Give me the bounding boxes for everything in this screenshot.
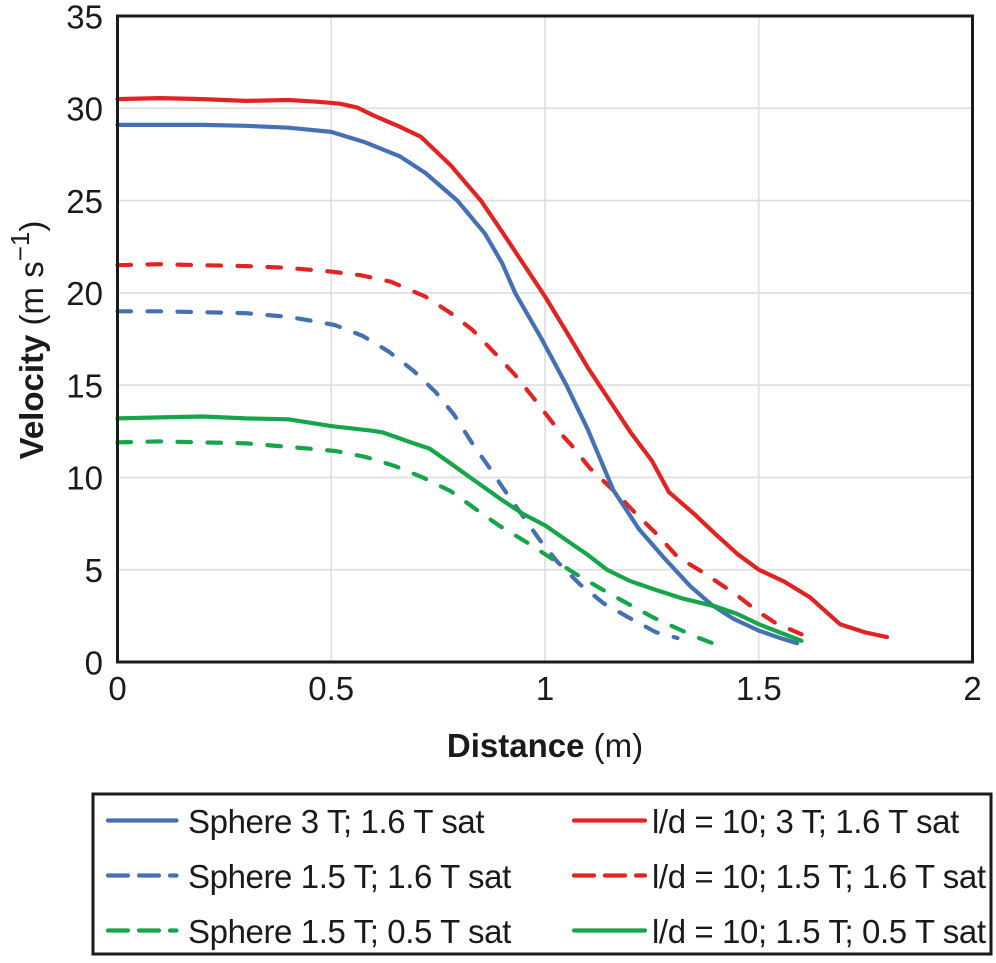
svg-text:Sphere 3 T; 1.6 T sat: Sphere 3 T; 1.6 T sat — [188, 803, 484, 840]
svg-text:l/d = 10; 1.5 T; 1.6 T sat: l/d = 10; 1.5 T; 1.6 T sat — [652, 858, 986, 895]
svg-text:20: 20 — [66, 275, 103, 312]
svg-text:l/d = 10; 1.5 T; 0.5 T sat: l/d = 10; 1.5 T; 0.5 T sat — [652, 913, 986, 950]
svg-text:10: 10 — [66, 460, 103, 497]
svg-text:l/d = 10; 3 T; 1.6 T sat: l/d = 10; 3 T; 1.6 T sat — [652, 803, 959, 840]
svg-text:0: 0 — [108, 670, 126, 707]
svg-text:1.5: 1.5 — [736, 670, 782, 707]
svg-text:Sphere 1.5 T; 1.6 T sat: Sphere 1.5 T; 1.6 T sat — [188, 858, 511, 895]
svg-text:0: 0 — [85, 644, 103, 681]
svg-text:0.5: 0.5 — [308, 670, 354, 707]
svg-text:Sphere 1.5 T; 0.5 T sat: Sphere 1.5 T; 0.5 T sat — [188, 913, 511, 950]
svg-text:2: 2 — [963, 670, 981, 707]
svg-text:5: 5 — [85, 552, 103, 589]
svg-text:Distance (m): Distance (m) — [447, 727, 643, 764]
svg-text:15: 15 — [66, 367, 103, 404]
svg-text:1: 1 — [536, 670, 554, 707]
svg-text:25: 25 — [66, 183, 103, 220]
svg-text:30: 30 — [66, 91, 103, 128]
svg-text:35: 35 — [66, 0, 103, 35]
